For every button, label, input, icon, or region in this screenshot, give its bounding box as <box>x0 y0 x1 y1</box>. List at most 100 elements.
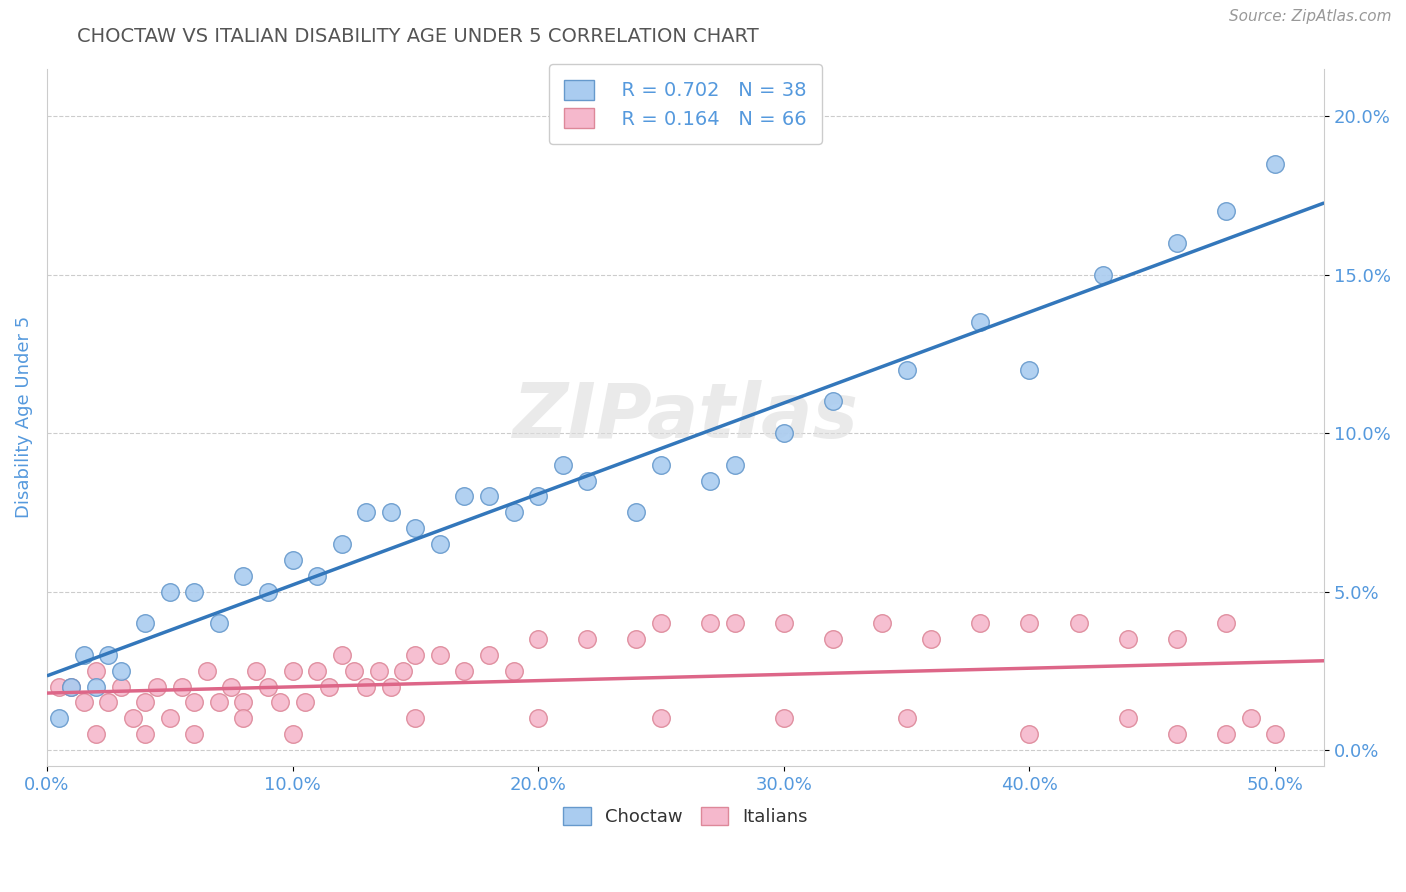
Point <box>84 664 107 678</box>
Point <box>1067 616 1090 631</box>
Point <box>134 696 156 710</box>
Point <box>1215 727 1237 741</box>
Point <box>232 711 254 725</box>
Point <box>110 664 132 678</box>
Point <box>1264 156 1286 170</box>
Point <box>219 680 242 694</box>
Text: ZIPatlas: ZIPatlas <box>513 380 859 454</box>
Point <box>159 584 181 599</box>
Point <box>281 727 304 741</box>
Point <box>650 616 672 631</box>
Point <box>159 711 181 725</box>
Point <box>367 664 389 678</box>
Legend: Choctaw, Italians: Choctaw, Italians <box>557 800 815 833</box>
Point <box>551 458 574 472</box>
Point <box>576 474 599 488</box>
Point <box>527 711 550 725</box>
Point <box>60 680 83 694</box>
Point <box>896 711 918 725</box>
Point <box>110 680 132 694</box>
Point <box>84 727 107 741</box>
Point <box>183 584 205 599</box>
Point <box>183 727 205 741</box>
Point <box>650 458 672 472</box>
Point <box>576 632 599 646</box>
Point <box>699 474 721 488</box>
Text: Source: ZipAtlas.com: Source: ZipAtlas.com <box>1229 9 1392 24</box>
Point <box>1116 711 1139 725</box>
Point <box>724 616 747 631</box>
Point <box>146 680 169 694</box>
Point <box>772 616 794 631</box>
Point <box>920 632 942 646</box>
Text: CHOCTAW VS ITALIAN DISABILITY AGE UNDER 5 CORRELATION CHART: CHOCTAW VS ITALIAN DISABILITY AGE UNDER … <box>77 27 759 45</box>
Point <box>281 664 304 678</box>
Point <box>330 648 353 662</box>
Point <box>380 680 402 694</box>
Point <box>318 680 340 694</box>
Point <box>404 648 426 662</box>
Point <box>478 490 501 504</box>
Point <box>257 680 280 694</box>
Point <box>1018 362 1040 376</box>
Point <box>870 616 893 631</box>
Point <box>626 505 648 519</box>
Point <box>1092 268 1115 282</box>
Point <box>183 696 205 710</box>
Point <box>650 711 672 725</box>
Point <box>502 664 524 678</box>
Point <box>170 680 193 694</box>
Point <box>1215 616 1237 631</box>
Point <box>60 680 83 694</box>
Point <box>772 425 794 440</box>
Point <box>1018 727 1040 741</box>
Point <box>404 521 426 535</box>
Point <box>307 664 329 678</box>
Point <box>478 648 501 662</box>
Point <box>1215 204 1237 219</box>
Point <box>245 664 267 678</box>
Point <box>195 664 218 678</box>
Point <box>724 458 747 472</box>
Y-axis label: Disability Age Under 5: Disability Age Under 5 <box>15 316 32 518</box>
Point <box>97 696 120 710</box>
Point <box>330 537 353 551</box>
Point <box>821 394 844 409</box>
Point <box>84 680 107 694</box>
Point <box>626 632 648 646</box>
Point <box>772 711 794 725</box>
Point <box>281 553 304 567</box>
Point <box>73 648 96 662</box>
Point <box>429 648 451 662</box>
Point <box>208 696 231 710</box>
Point <box>1239 711 1261 725</box>
Point <box>121 711 143 725</box>
Point <box>1166 632 1188 646</box>
Point <box>527 632 550 646</box>
Point <box>1018 616 1040 631</box>
Point <box>343 664 366 678</box>
Point <box>453 664 475 678</box>
Point <box>429 537 451 551</box>
Point <box>453 490 475 504</box>
Point <box>232 568 254 582</box>
Point <box>380 505 402 519</box>
Point <box>134 727 156 741</box>
Point <box>269 696 291 710</box>
Point <box>1166 727 1188 741</box>
Point <box>73 696 96 710</box>
Point <box>969 616 991 631</box>
Point <box>527 490 550 504</box>
Point <box>354 680 377 694</box>
Point <box>232 696 254 710</box>
Point <box>97 648 120 662</box>
Point <box>1116 632 1139 646</box>
Point <box>294 696 316 710</box>
Point <box>208 616 231 631</box>
Point <box>1166 235 1188 250</box>
Point <box>257 584 280 599</box>
Point <box>502 505 524 519</box>
Point <box>969 315 991 329</box>
Point <box>134 616 156 631</box>
Point <box>404 711 426 725</box>
